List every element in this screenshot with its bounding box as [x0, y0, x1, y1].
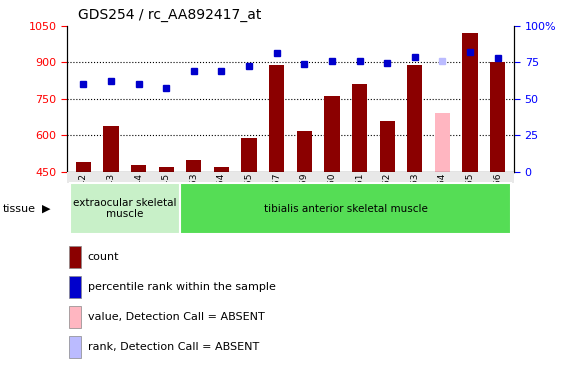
Text: GSM4245: GSM4245 [162, 172, 171, 216]
Bar [69, 246, 81, 268]
Bar [180, 183, 511, 234]
Bar [214, 167, 229, 172]
Bar [103, 126, 119, 172]
Bar [435, 113, 450, 172]
Bar [69, 276, 81, 298]
Bar [324, 96, 339, 172]
Text: GSM5559: GSM5559 [300, 172, 309, 216]
Text: GSM5563: GSM5563 [410, 172, 419, 216]
Bar [69, 306, 81, 328]
Text: GSM5565: GSM5565 [465, 172, 475, 216]
Text: GSM5562: GSM5562 [383, 172, 392, 216]
Text: extraocular skeletal
muscle: extraocular skeletal muscle [73, 198, 177, 220]
Text: GSM5561: GSM5561 [355, 172, 364, 216]
Bar [490, 62, 505, 172]
Text: GSM5564: GSM5564 [438, 172, 447, 216]
Text: GSM5566: GSM5566 [493, 172, 502, 216]
Text: GSM5553: GSM5553 [189, 172, 198, 216]
Text: value, Detection Call = ABSENT: value, Detection Call = ABSENT [88, 312, 264, 322]
Bar [269, 65, 284, 172]
Bar [462, 33, 478, 172]
Bar [76, 162, 91, 172]
Text: percentile rank within the sample: percentile rank within the sample [88, 282, 275, 292]
Bar [352, 84, 367, 172]
Text: GSM5560: GSM5560 [328, 172, 336, 216]
Bar [407, 65, 422, 172]
Text: GSM5554: GSM5554 [217, 172, 226, 216]
Text: ▶: ▶ [42, 203, 51, 214]
Bar [242, 138, 257, 172]
Bar [187, 160, 202, 172]
Bar [159, 167, 174, 172]
Bar [70, 183, 180, 234]
Text: GSM4242: GSM4242 [79, 172, 88, 216]
Text: GSM4243: GSM4243 [106, 172, 116, 216]
Text: GDS254 / rc_AA892417_at: GDS254 / rc_AA892417_at [78, 8, 262, 22]
Bar [297, 131, 312, 172]
Text: count: count [88, 252, 119, 262]
Bar [379, 121, 394, 172]
Text: tibialis anterior skeletal muscle: tibialis anterior skeletal muscle [264, 203, 428, 214]
Bar [131, 165, 146, 172]
Text: GSM5555: GSM5555 [245, 172, 253, 216]
Text: GSM4244: GSM4244 [134, 172, 143, 216]
Text: GSM5557: GSM5557 [272, 172, 281, 216]
Text: rank, Detection Call = ABSENT: rank, Detection Call = ABSENT [88, 342, 259, 352]
Bar [69, 336, 81, 358]
Text: tissue: tissue [3, 203, 36, 214]
